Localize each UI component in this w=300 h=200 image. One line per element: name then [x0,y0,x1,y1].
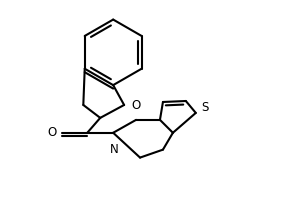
Text: S: S [201,101,208,114]
Text: O: O [48,126,57,139]
Text: N: N [110,143,118,156]
Text: O: O [131,99,140,112]
